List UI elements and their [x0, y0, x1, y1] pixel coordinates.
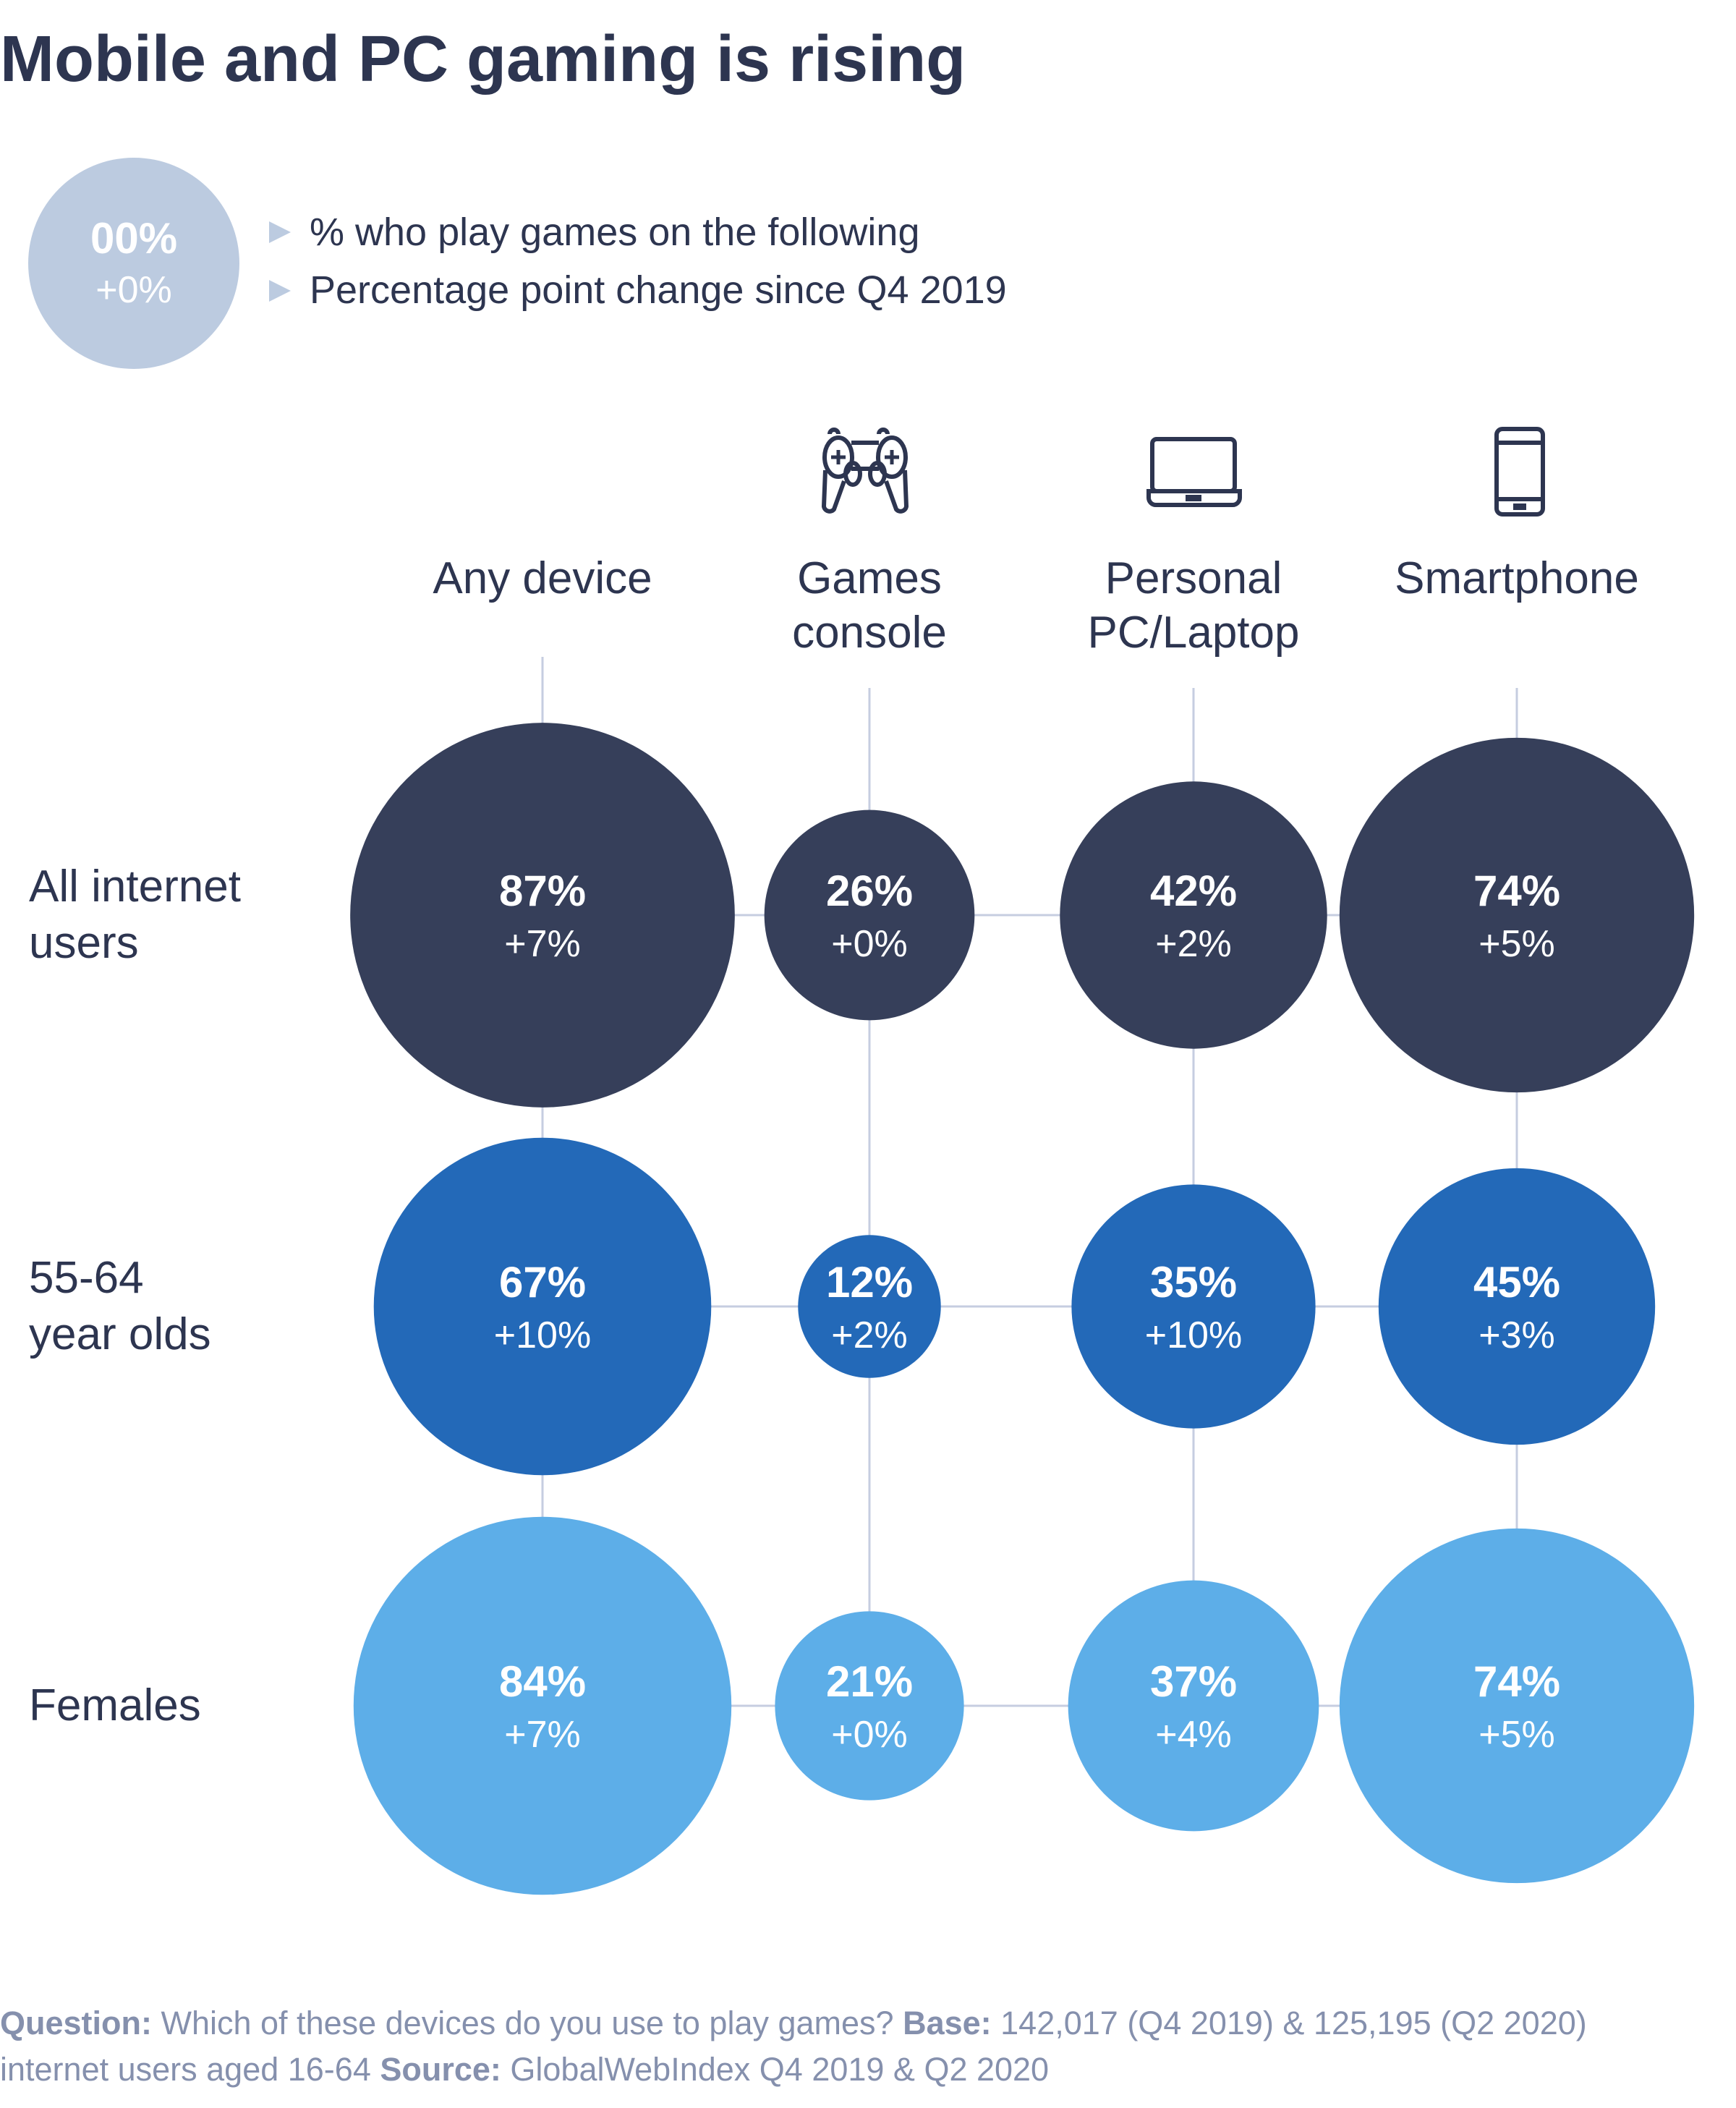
bubble-circle [350, 723, 735, 1108]
legend-item-share: % who play games on the following [310, 211, 920, 254]
row-label: 55-64 [29, 1253, 144, 1303]
bubble-change: +7% [504, 923, 581, 965]
bubble-circle [1068, 1580, 1319, 1832]
bubble-value: 42% [1150, 867, 1237, 915]
footer-line-2: internet users aged 16-64 Source: Global… [0, 2051, 1049, 2088]
bubble: 21%+0% [775, 1611, 964, 1801]
bubble-value: 21% [826, 1657, 913, 1706]
bubble-circle [1071, 1184, 1316, 1429]
bubble-change: +4% [1155, 1714, 1232, 1756]
bubble-circle [1378, 1168, 1656, 1445]
bubble-change: +3% [1478, 1314, 1555, 1356]
row-label: All internet [29, 862, 241, 911]
column-header-label: Personal [1105, 553, 1282, 603]
bubble: 45%+3% [1378, 1168, 1656, 1445]
base-text: 142,017 (Q4 2019) & 125,195 (Q2 2020) [992, 2005, 1587, 2041]
column-header-label: Smartphone [1395, 553, 1639, 603]
legend-item-change: Percentage point change since Q4 2019 [310, 268, 1007, 312]
source-label: Source: [380, 2051, 501, 2088]
bubble-change: +10% [494, 1314, 591, 1356]
source-text: GlobalWebIndex Q4 2019 & Q2 2020 [501, 2051, 1049, 2088]
legend-sample-value: 00% [90, 214, 177, 263]
column-header-label: PC/Laptop [1088, 608, 1300, 658]
bubble: 74%+5% [1339, 737, 1695, 1093]
gamepad-icon [821, 428, 909, 514]
bubble-value: 74% [1473, 1657, 1560, 1706]
row-label: Females [29, 1680, 201, 1730]
legend-sample-circle [28, 158, 239, 369]
bubble: 12%+2% [798, 1235, 941, 1378]
row-label: year olds [29, 1309, 211, 1359]
bubble: 67% +10% [373, 1137, 712, 1476]
bubble-circle [353, 1516, 732, 1895]
bubble-value: 84% [499, 1657, 586, 1706]
bubble: 84%+7% [353, 1516, 732, 1895]
row-labels: All internet users 55-64 year olds Females [29, 862, 241, 1730]
smartphone-icon [1494, 427, 1545, 517]
bubble-value: 74% [1473, 867, 1560, 915]
bubble: 42%+2% [1060, 781, 1327, 1049]
legend-triangle-icon [269, 221, 291, 243]
bubble: 37%+4% [1068, 1580, 1319, 1832]
laptop-icon [1146, 437, 1242, 507]
bubble-circle [373, 1137, 712, 1476]
legend-triangle-icon [269, 280, 291, 302]
bubble-change: +10% [1145, 1314, 1242, 1356]
bubble-change: +5% [1478, 1714, 1555, 1756]
bubble-change: +5% [1478, 923, 1555, 965]
footer-line-1: Question: Which of these devices do you … [0, 2005, 1587, 2041]
bubble-value: 35% [1150, 1258, 1237, 1306]
bubble: 26%+0% [764, 809, 975, 1021]
legend: 00% +0% % who play games on the followin… [28, 158, 1007, 369]
footer: Question: Which of these devices do you … [0, 2005, 1587, 2088]
bubble-circle [1060, 781, 1327, 1049]
bubble-value: 12% [826, 1258, 913, 1306]
column-header-label: console [792, 608, 947, 658]
bubble-value: 37% [1150, 1657, 1237, 1706]
bubble-value: 45% [1473, 1258, 1560, 1306]
chart-title: Mobile and PC gaming is rising [0, 23, 966, 95]
bubble-circle [798, 1235, 941, 1378]
bubble: 74%+5% [1339, 1528, 1695, 1884]
bubble-circle [1339, 1528, 1695, 1884]
base-text-continued: internet users aged 16-64 [0, 2051, 380, 2088]
column-header-label: Games [797, 553, 942, 603]
bubble-value: 67% [499, 1258, 586, 1306]
bubble-circle [1339, 737, 1695, 1093]
bubble-circle [764, 809, 975, 1021]
base-label: Base: [903, 2005, 992, 2041]
bubble: 35% +10% [1071, 1184, 1316, 1429]
bubble-change: +7% [504, 1714, 581, 1756]
column-header-label: Any device [433, 553, 652, 603]
question-text: Which of these devices do you use to pla… [152, 2005, 903, 2041]
bubble-value: 87% [499, 867, 586, 915]
bubble-value: 26% [826, 867, 913, 915]
bubble-change: +2% [1155, 923, 1232, 965]
bubble-change: +0% [831, 1714, 908, 1756]
bubble-change: +0% [831, 923, 908, 965]
question-label: Question: [0, 2005, 152, 2041]
bubbles: 87%+7%26%+0%42%+2%74%+5%67%+10%12%+2%35%… [350, 723, 1695, 1895]
bubble: 87%+7% [350, 723, 735, 1108]
legend-sample-change: +0% [95, 269, 172, 311]
bubble-change: +2% [831, 1314, 908, 1356]
bubble-circle [775, 1611, 964, 1801]
row-label: users [29, 918, 139, 968]
